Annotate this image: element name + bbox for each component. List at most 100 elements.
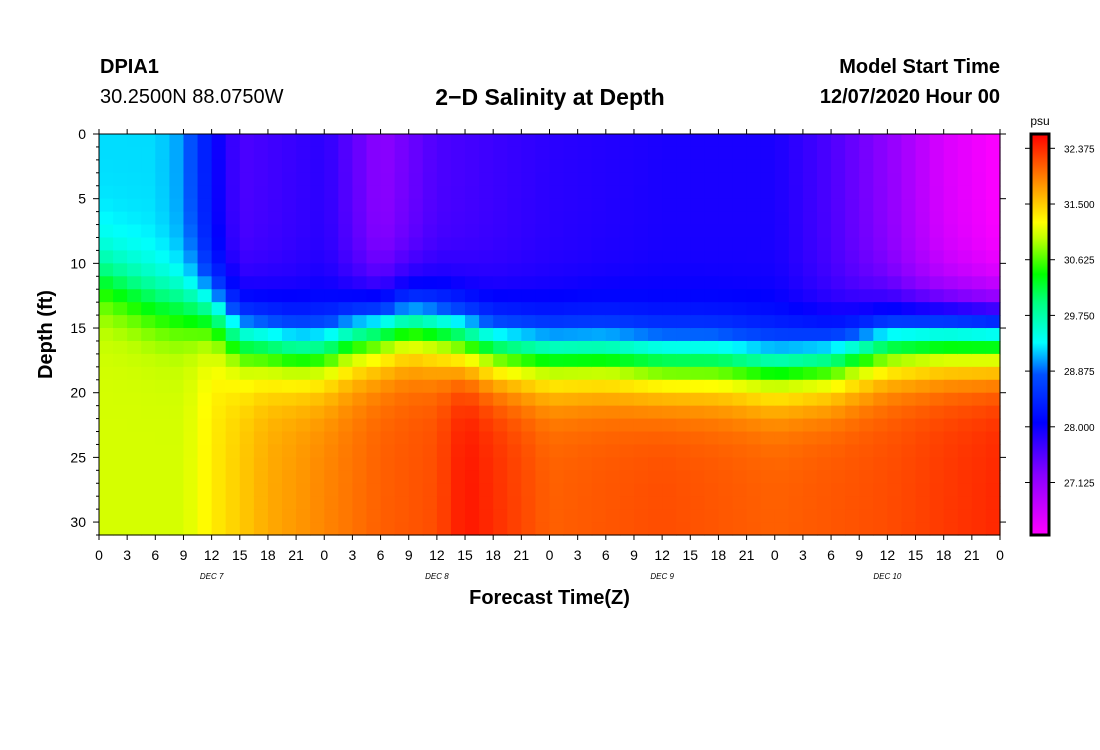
heatmap-cell <box>788 405 804 420</box>
heatmap-cell <box>901 340 917 355</box>
heatmap-cell <box>577 353 593 368</box>
heatmap-cell <box>901 172 917 187</box>
heatmap-cell <box>648 134 663 148</box>
heatmap-cell <box>366 185 382 200</box>
heatmap-cell <box>352 263 368 277</box>
heatmap-cell <box>704 444 720 458</box>
heatmap-cell <box>521 340 537 355</box>
heatmap-cell <box>648 172 663 187</box>
heatmap-cell <box>746 250 762 264</box>
heatmap-cell <box>183 509 199 523</box>
heatmap-cell <box>282 366 297 381</box>
heatmap-cell <box>676 366 691 381</box>
heatmap-cell <box>619 496 635 510</box>
heatmap-cell <box>296 340 311 355</box>
heatmap-cell <box>380 392 396 407</box>
heatmap-cell <box>169 185 185 200</box>
heatmap-cell <box>633 496 649 510</box>
heatmap-cell <box>380 237 396 252</box>
heatmap-cell <box>296 263 311 277</box>
heatmap-cell <box>99 418 114 433</box>
heatmap-cell <box>338 509 354 523</box>
heatmap-cell <box>338 470 354 484</box>
heatmap-cell <box>394 457 410 471</box>
heatmap-cell <box>521 198 537 213</box>
heatmap-cell <box>704 146 720 161</box>
heatmap-cell <box>282 496 297 510</box>
heatmap-cell <box>253 509 269 523</box>
heatmap-cell <box>831 302 846 316</box>
heatmap-cell <box>971 418 987 433</box>
heatmap-cell <box>929 392 945 407</box>
heatmap-cell <box>493 276 508 290</box>
heatmap-cell <box>859 224 874 239</box>
heatmap-cell <box>971 289 987 303</box>
heatmap-cell <box>591 392 607 407</box>
heatmap-cell <box>507 211 522 226</box>
heatmap-cell <box>183 418 199 433</box>
heatmap-cell <box>887 509 903 523</box>
heatmap-cell <box>479 522 494 536</box>
heatmap-cell <box>479 146 494 161</box>
x-tick-label: 0 <box>771 547 779 563</box>
heatmap-cell <box>141 470 156 484</box>
heatmap-cell <box>352 340 368 355</box>
heatmap-cell <box>324 159 339 174</box>
heatmap-cell <box>141 289 156 303</box>
heatmap-cell <box>563 431 579 446</box>
heatmap-cell <box>507 470 522 484</box>
heatmap-cell <box>127 353 142 368</box>
heatmap-cell <box>155 198 170 213</box>
heatmap-cell <box>718 289 734 303</box>
heatmap-cell <box>521 457 537 471</box>
heatmap-cell <box>605 470 621 484</box>
heatmap-cell <box>211 457 227 471</box>
heatmap-cell <box>352 159 368 174</box>
heatmap-cell <box>971 146 987 161</box>
heatmap-cell <box>929 134 945 148</box>
heatmap-cell <box>267 340 283 355</box>
heatmap-cell <box>788 134 804 148</box>
heatmap-cell <box>296 250 311 264</box>
heatmap-cell <box>760 134 776 148</box>
heatmap-cell <box>465 392 480 407</box>
heatmap-cell <box>971 328 987 342</box>
heatmap-cell <box>577 496 593 510</box>
heatmap-cell <box>535 379 551 394</box>
heatmap-cell <box>296 457 311 471</box>
heatmap-cell <box>971 353 987 368</box>
heatmap-cell <box>633 522 649 536</box>
colorbar-tick-label: 28.875 <box>1064 367 1095 378</box>
heatmap-cell <box>296 276 311 290</box>
heatmap-cell <box>704 263 720 277</box>
heatmap-cell <box>873 224 888 239</box>
heatmap-cell <box>648 250 663 264</box>
heatmap-cell <box>591 509 607 523</box>
heatmap-cell <box>521 211 537 226</box>
heatmap-cell <box>394 379 410 394</box>
heatmap-cell <box>380 211 396 226</box>
heatmap-cell <box>633 159 649 174</box>
heatmap-cell <box>633 340 649 355</box>
heatmap-cell <box>324 457 339 471</box>
heatmap-cell <box>479 134 494 148</box>
heatmap-cell <box>507 302 522 316</box>
heatmap-cell <box>211 392 227 407</box>
heatmap-cell <box>676 496 691 510</box>
heatmap-cell <box>141 483 156 497</box>
heatmap-cell <box>408 276 424 290</box>
heatmap-cell <box>577 198 593 213</box>
heatmap-cell <box>465 470 480 484</box>
heatmap-cell <box>408 146 424 161</box>
heatmap-cell <box>971 237 987 252</box>
heatmap-cell <box>718 509 734 523</box>
heatmap-cell <box>99 509 114 523</box>
heatmap-cell <box>704 366 720 381</box>
x-tick-label: 0 <box>320 547 328 563</box>
heatmap-cell <box>732 159 748 174</box>
heatmap-cell <box>971 509 987 523</box>
heatmap-cell <box>169 134 185 148</box>
heatmap-cell <box>479 172 494 187</box>
heatmap-cell <box>690 405 705 420</box>
heatmap-cell <box>338 496 354 510</box>
